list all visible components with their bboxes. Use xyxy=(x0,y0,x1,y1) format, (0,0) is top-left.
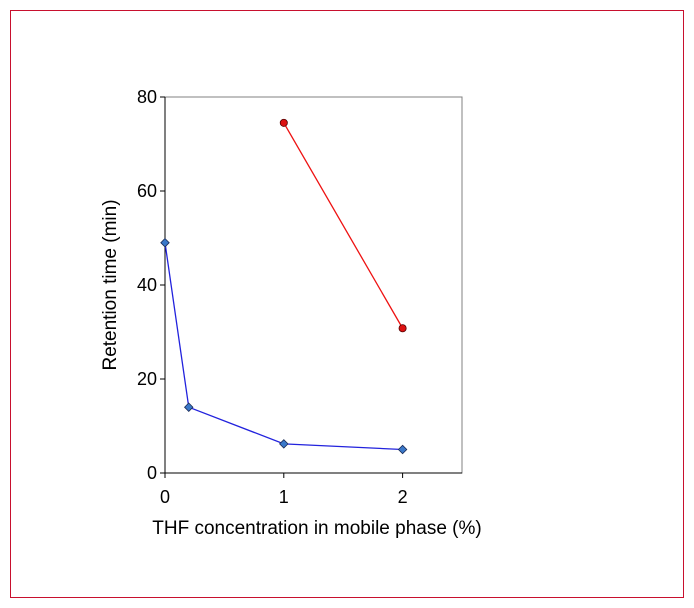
plot-area xyxy=(164,96,463,474)
series-2 xyxy=(279,118,407,333)
data-point xyxy=(398,324,407,333)
x-tick-label: 1 xyxy=(279,487,289,507)
series-1-line xyxy=(164,242,403,451)
data-point xyxy=(397,444,408,455)
y-tick-label: 80 xyxy=(137,87,157,107)
x-tick-label: 2 xyxy=(398,487,408,507)
y-tick-label: 40 xyxy=(137,275,157,295)
series-2-line xyxy=(283,122,404,329)
data-point xyxy=(279,118,288,127)
figure-frame xyxy=(10,10,684,598)
y-axis-title: Retention time (min) xyxy=(100,199,121,370)
x-axis-title: THF concentration in mobile phase (%) xyxy=(152,518,481,539)
series-1 xyxy=(160,237,408,455)
data-point xyxy=(183,402,194,412)
data-point xyxy=(279,439,289,449)
x-tick-label: 0 xyxy=(160,487,170,507)
y-tick-label: 20 xyxy=(137,369,157,389)
y-tick-label: 60 xyxy=(137,181,157,201)
y-tick-label: 0 xyxy=(147,463,157,483)
data-point xyxy=(160,237,170,248)
